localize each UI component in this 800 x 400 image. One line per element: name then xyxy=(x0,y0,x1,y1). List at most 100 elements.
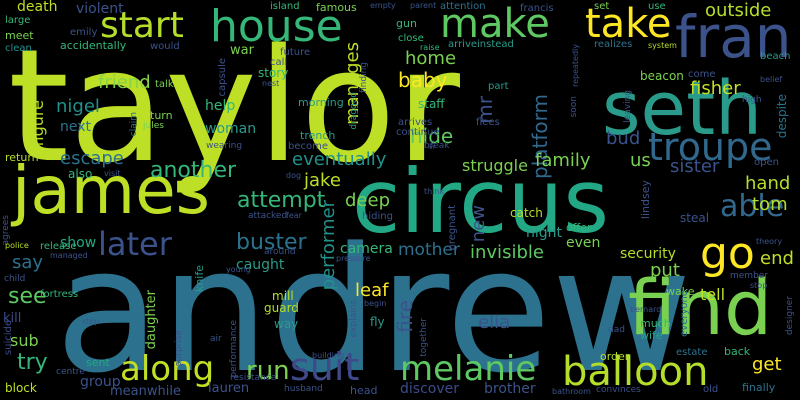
word-catch: catch xyxy=(510,206,543,220)
word-return: return xyxy=(5,151,39,164)
word-explains: explains xyxy=(349,300,359,338)
word-invisible: invisible xyxy=(470,242,544,263)
word-balloon: balloon xyxy=(562,349,709,395)
word-brother: brother xyxy=(484,381,536,397)
word-fly: fly xyxy=(370,315,385,329)
word-old: old xyxy=(703,384,719,395)
word-wake: wake xyxy=(666,285,695,298)
word-bernard: bernard xyxy=(630,305,662,314)
word-release: release xyxy=(40,241,77,252)
word-suit: suit xyxy=(290,345,360,389)
word-flees: flees xyxy=(476,117,500,128)
word-put: put xyxy=(650,260,680,281)
word-beach: beach xyxy=(760,51,791,62)
word-large: large xyxy=(5,15,31,26)
word-gun: gun xyxy=(396,17,417,30)
word-head: head xyxy=(350,384,378,397)
word-begin: begin xyxy=(364,299,387,308)
word-help: help xyxy=(205,98,236,114)
word-dad: dad xyxy=(608,325,625,335)
word-show: show xyxy=(60,235,97,251)
word-steal: steal xyxy=(680,211,710,225)
word-try: try xyxy=(17,350,48,375)
word-caught: caught xyxy=(236,257,285,273)
word-nigel: nigel xyxy=(56,96,100,117)
word-bud: bud xyxy=(606,128,641,149)
word-deep: deep xyxy=(345,190,390,211)
word-managed: managed xyxy=(50,251,88,260)
word-parent: parent xyxy=(410,1,437,10)
word-also: also xyxy=(68,167,93,181)
word-discover: discover xyxy=(400,381,459,397)
word-famous: famous xyxy=(316,1,357,14)
word-surprise: surprise xyxy=(174,330,184,367)
word-james: james xyxy=(12,152,211,229)
word-arriveinstead: arriveinstead xyxy=(448,39,514,50)
word-young: young xyxy=(226,265,251,274)
word-attempt: attempt xyxy=(237,188,326,213)
word-wife: wife xyxy=(640,329,663,342)
word-suicide: suicide xyxy=(3,320,14,356)
word-bathroom: bathroom xyxy=(552,387,591,396)
word-buster: buster xyxy=(236,230,307,255)
word-escape: escape xyxy=(60,148,124,169)
word-start: start xyxy=(100,5,184,46)
word-francis: francis xyxy=(520,3,554,14)
word-around: around xyxy=(264,247,296,257)
word-next: next xyxy=(60,119,92,135)
word-struggle: struggle xyxy=(462,156,528,175)
word-convinces: convinces xyxy=(596,385,641,395)
word-stop: stop xyxy=(750,281,768,290)
word-think: think xyxy=(424,187,445,196)
word-guard: guard xyxy=(264,301,299,315)
word-dog: dog xyxy=(286,171,302,180)
word-much: much xyxy=(640,317,671,330)
word-war: war xyxy=(230,43,254,58)
word-fortress: fortress xyxy=(40,289,79,300)
word-new: new xyxy=(468,205,489,243)
word-nest: nest xyxy=(262,79,280,88)
word-say: say xyxy=(12,252,44,273)
word-centre: centre xyxy=(56,367,85,377)
word-belief: belief xyxy=(760,75,783,84)
word-tom: tom xyxy=(752,194,788,215)
word-call: call xyxy=(270,57,288,68)
word-fire: fire xyxy=(393,300,417,333)
word-would: would xyxy=(150,41,180,52)
word-attacked: attacked xyxy=(248,211,288,221)
word-mill: mill xyxy=(272,289,294,303)
word-sent: sent xyxy=(86,356,110,369)
word-eventually: eventually xyxy=(292,149,387,170)
word-fisher: fisher xyxy=(690,78,741,99)
word-empty: empty xyxy=(370,1,396,10)
word-continue: continue xyxy=(396,127,440,138)
word-repeatedly: repeatedly xyxy=(571,44,580,88)
word-trench: trench xyxy=(300,129,336,142)
word-together: together xyxy=(419,318,429,357)
word-fran: fran xyxy=(675,3,792,71)
word-visit: visit xyxy=(104,169,121,178)
word-camera: camera xyxy=(340,241,393,257)
word-back: back xyxy=(724,345,751,358)
word-take: take xyxy=(585,1,672,47)
word-way: way xyxy=(274,317,299,331)
word-performance: performance xyxy=(229,320,239,378)
word-leaf: leaf xyxy=(355,280,389,301)
word-go: go xyxy=(700,228,755,279)
word-family: family xyxy=(535,150,591,171)
word-staff: staff xyxy=(418,97,445,111)
word-estate: estate xyxy=(676,347,708,358)
word-another: another xyxy=(150,158,237,183)
word-island: island xyxy=(270,1,300,12)
word-kill: kill xyxy=(3,311,22,326)
word-step: step xyxy=(82,317,100,326)
word-air: air xyxy=(210,334,222,344)
word-performer: performer xyxy=(318,200,339,291)
word-seth: seth xyxy=(602,66,762,152)
word-friend: friend xyxy=(98,72,151,93)
word-hide: hide xyxy=(410,124,454,148)
word-open: open xyxy=(754,157,779,168)
word-hiding: hiding xyxy=(362,211,393,222)
word-make: make xyxy=(440,1,550,47)
